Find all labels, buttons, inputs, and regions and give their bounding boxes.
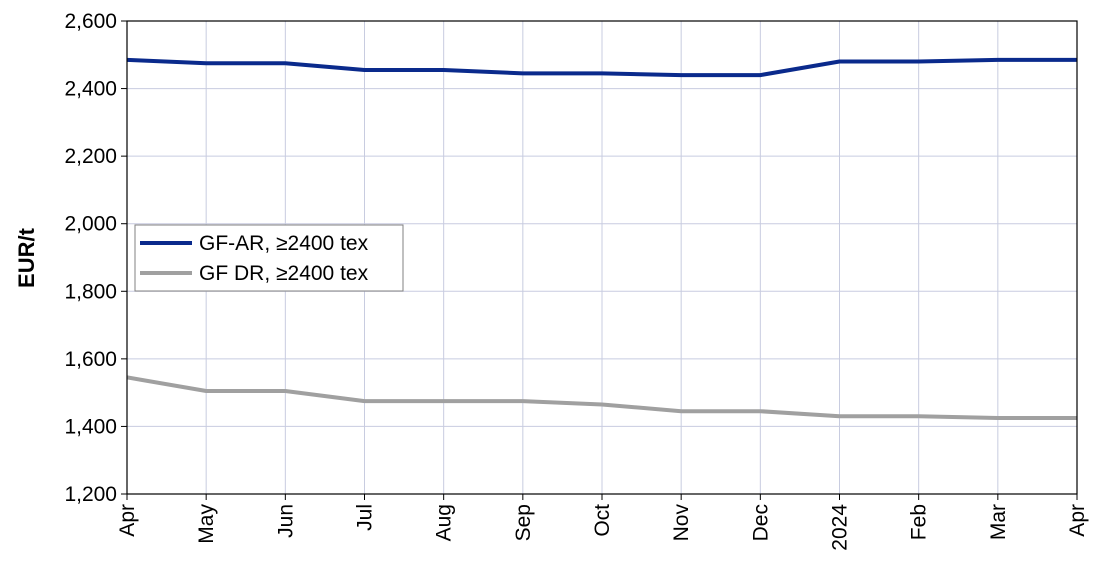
- x-tick-label: Sep: [512, 504, 535, 541]
- x-tick-label: Jun: [274, 504, 297, 538]
- x-axis-ticks: Apr May Jun Jul Aug Sep Oct Nov Dec 2024 Feb Mar Apr: [116, 494, 1089, 551]
- y-tick-label: 1,800: [64, 280, 117, 303]
- y-tick-label: 2,200: [64, 145, 117, 168]
- x-tick-label: Jul: [354, 504, 377, 531]
- y-axis-ticks: 1,200 1,400 1,600 1,800 2,000 2,200 2,400 2,600: [64, 10, 127, 506]
- x-tick-label: Feb: [908, 504, 931, 540]
- gridlines: [126, 20, 1078, 495]
- y-tick-label: 1,200: [64, 483, 117, 506]
- x-tick-label: Nov: [670, 504, 693, 542]
- legend-label-0: GF-AR, ≥2400 tex: [199, 232, 369, 255]
- y-axis-title: EUR/t: [14, 227, 39, 288]
- y-tick-label: 1,400: [64, 415, 117, 438]
- y-tick-label: 2,000: [64, 213, 117, 236]
- x-tick-label: Apr: [116, 504, 139, 537]
- series-line-1: [126, 375, 1077, 420]
- x-tick-label: 2024: [829, 504, 852, 551]
- x-tick-label: Dec: [749, 504, 772, 541]
- x-tick-label: Apr: [1066, 504, 1089, 537]
- x-tick-label: Mar: [987, 504, 1010, 540]
- x-tick-label: Oct: [591, 504, 614, 537]
- legend: GF-AR, ≥2400 tex GF DR, ≥2400 tex: [134, 224, 404, 292]
- legend-box: [134, 224, 404, 292]
- y-tick-label: 1,600: [64, 348, 117, 371]
- series-lines: [126, 57, 1077, 420]
- x-tick-label: May: [195, 504, 218, 544]
- series-line-0: [126, 57, 1077, 78]
- y-tick-label: 2,400: [64, 78, 117, 101]
- legend-label-1: GF DR, ≥2400 tex: [199, 262, 369, 285]
- x-tick-label: Aug: [433, 504, 456, 541]
- y-tick-label: 2,600: [64, 10, 117, 33]
